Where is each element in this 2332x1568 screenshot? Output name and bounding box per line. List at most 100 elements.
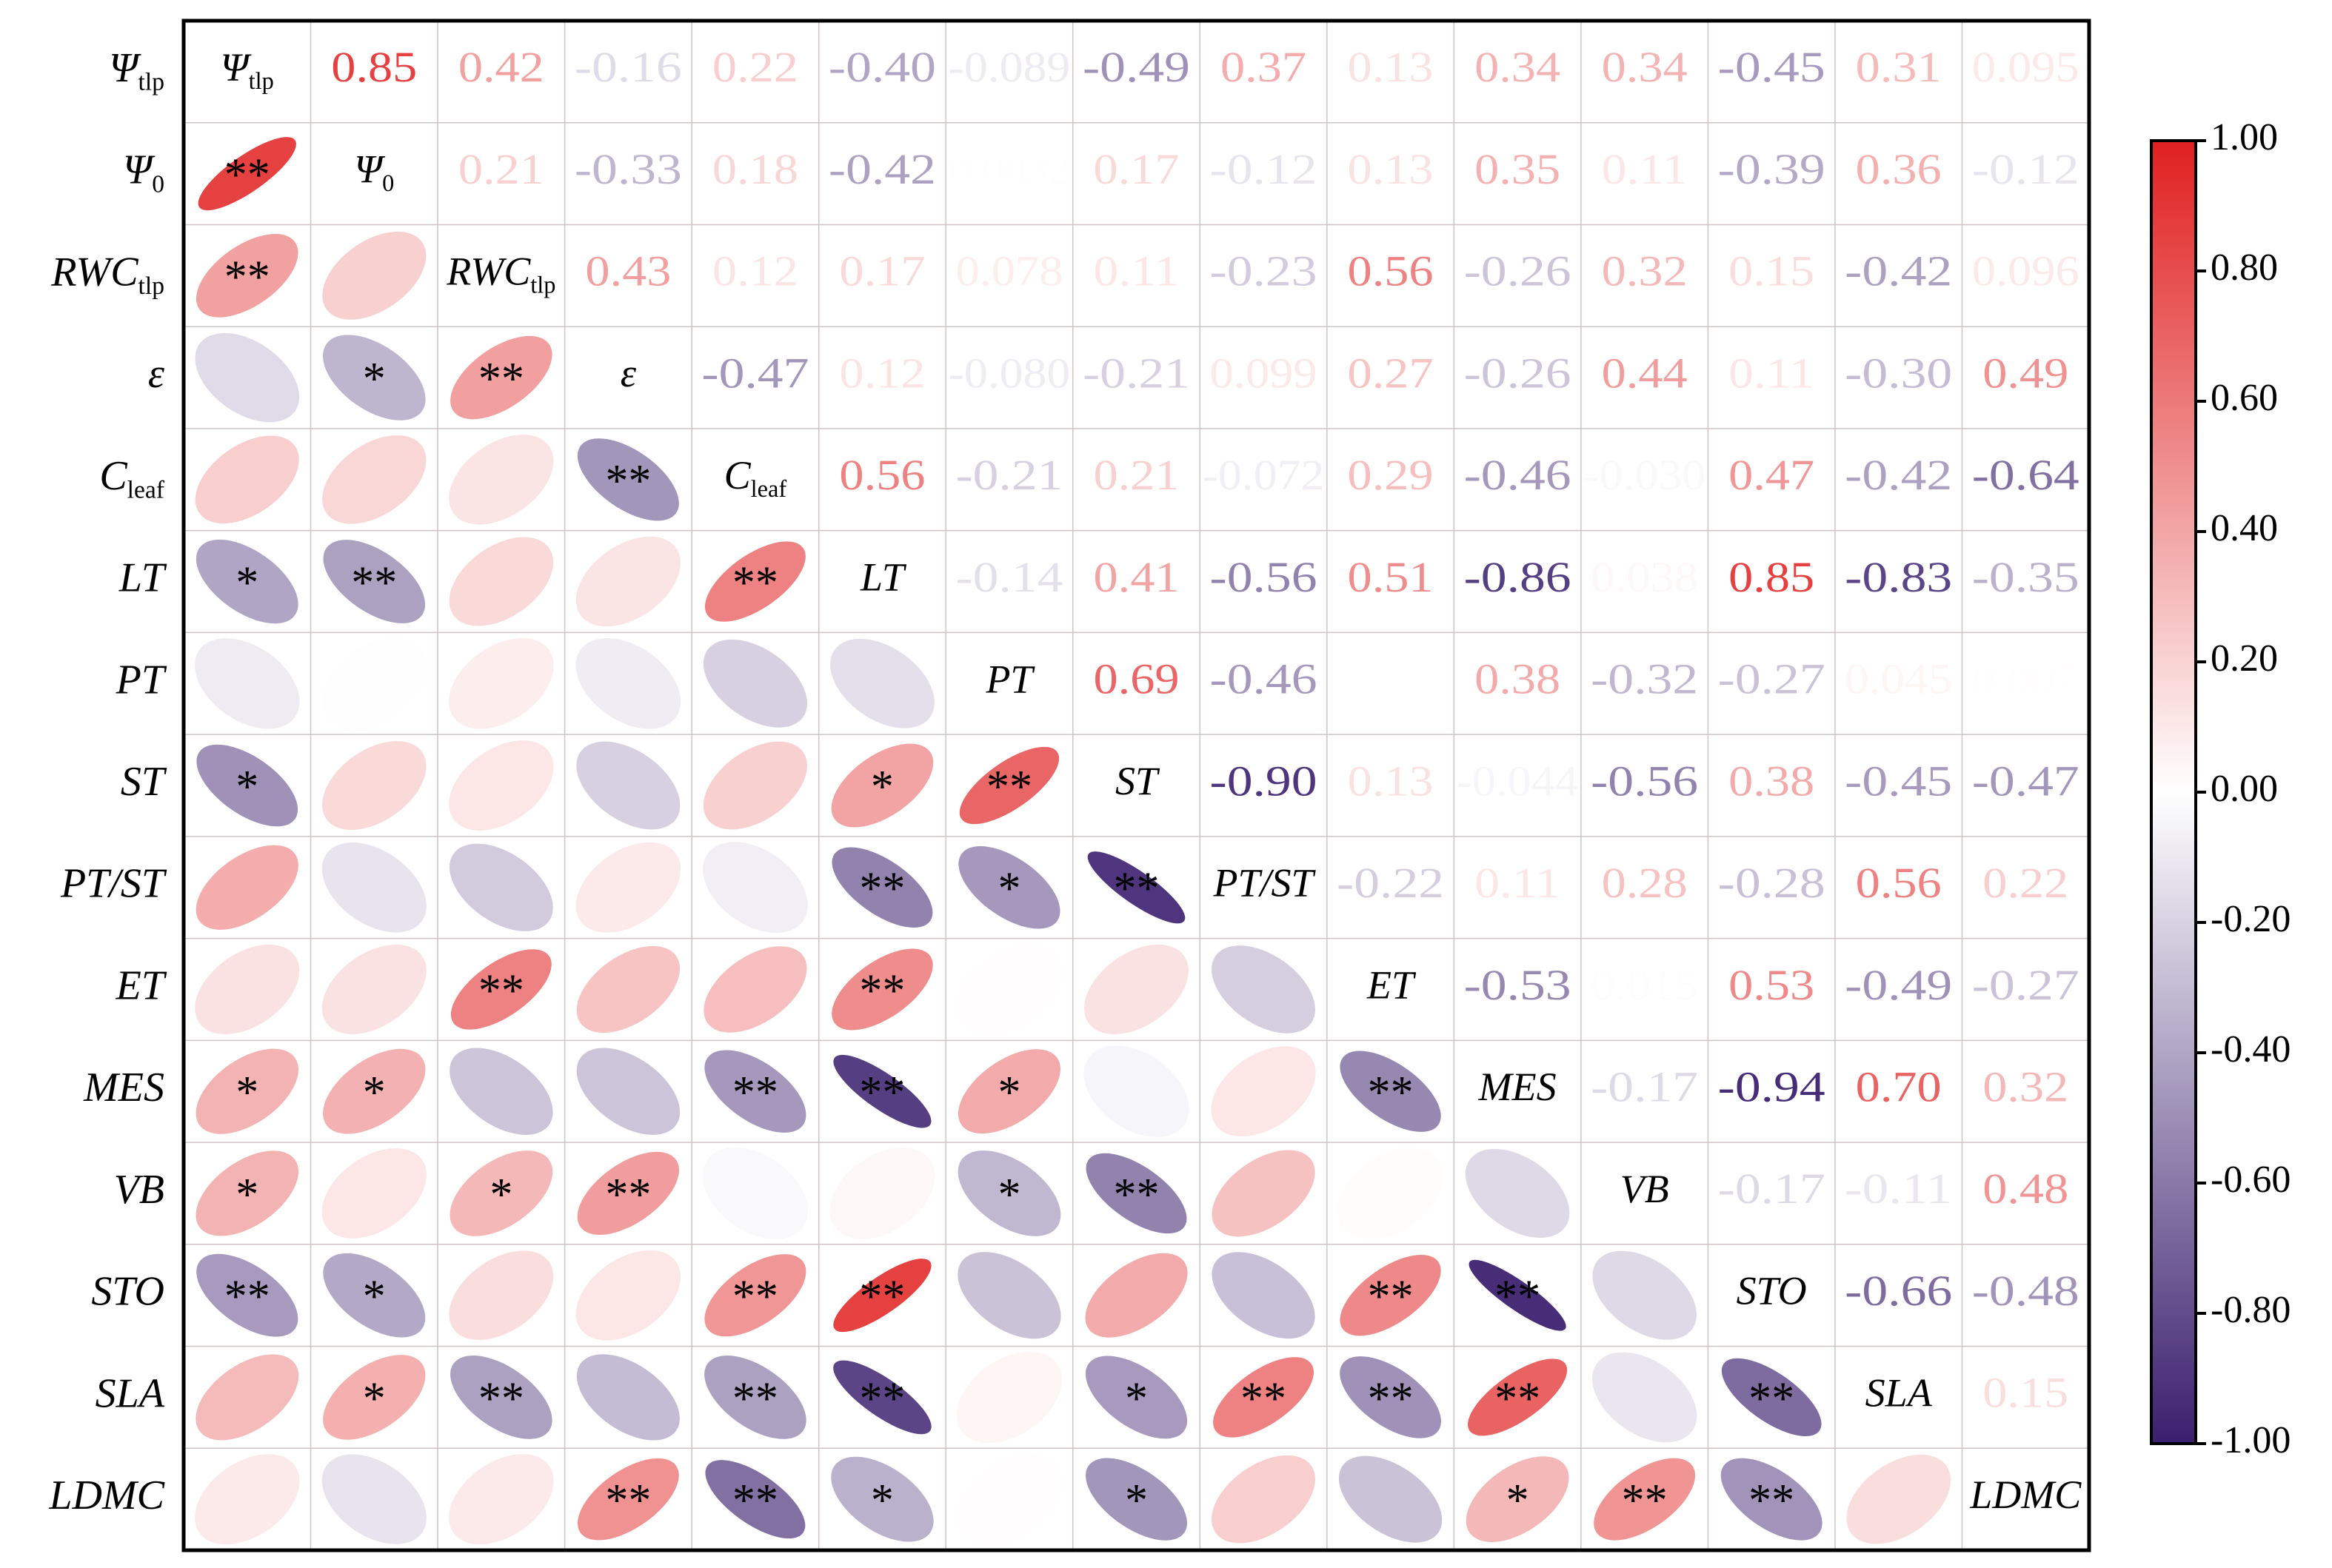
correlation-value: 0.078 (955, 247, 1063, 295)
correlation-value: -0.23 (1210, 247, 1317, 295)
correlation-ellipse (829, 1147, 935, 1239)
correlation-ellipse (832, 847, 933, 928)
correlation-value: -0.64 (1972, 451, 2079, 499)
correlation-value: 0.099 (1210, 349, 1317, 397)
significance-marker: ** (859, 1068, 905, 1118)
significance-marker: * (1125, 1373, 1148, 1424)
row-label-cleaf: Cleaf (99, 453, 164, 504)
correlation-ellipse (1083, 1045, 1189, 1137)
correlation-value: -0.072 (1203, 451, 1325, 499)
diagonal-label-pt-st: PT/ST (1213, 861, 1317, 905)
diagonal-label-mes-base: MES (1478, 1065, 1557, 1110)
correlation-ellipse (959, 746, 1060, 825)
correlation-ellipse (1212, 1455, 1316, 1544)
diagonal-label-0-base: Ψ (354, 147, 386, 192)
significance-marker: ** (732, 1068, 778, 1118)
correlation-value: 0.11 (1602, 145, 1688, 193)
correlation-value: -0.080 (949, 349, 1071, 397)
row-label-mes-base: MES (83, 1065, 164, 1110)
row-label-vb-base: VB (114, 1167, 164, 1213)
colorbar-gradient (2150, 139, 2197, 1445)
row-label-rwctlp-sub: tlp (138, 272, 164, 300)
significance-marker: ** (224, 1272, 270, 1322)
significance-marker: ** (1748, 1475, 1794, 1526)
correlation-value: 0.15 (1982, 1369, 2068, 1417)
correlation-ellipse (195, 638, 300, 729)
correlation-value: 0.17 (839, 247, 925, 295)
diagonal-label-var: ε (621, 351, 637, 395)
correlation-value: 0.35 (1474, 145, 1560, 193)
correlation-value: -0.53 (1464, 961, 1571, 1009)
correlation-ellipse (956, 1453, 1063, 1546)
significance-marker: ** (224, 252, 270, 302)
correlation-value: 0.11 (1474, 859, 1560, 907)
correlation-ellipse (196, 845, 298, 930)
correlation-ellipse (575, 1250, 681, 1341)
row-label-sto-base: STO (91, 1269, 164, 1315)
correlation-value: 0.56 (1348, 247, 1434, 295)
correlation-ellipse (1085, 1253, 1188, 1338)
significance-marker: ** (859, 1373, 905, 1424)
correlation-ellipse (578, 1458, 679, 1541)
correlation-ellipse (705, 1460, 806, 1539)
correlation-ellipse (1720, 1458, 1822, 1541)
correlation-ellipse (831, 743, 934, 828)
diagonal-label-rwctlp: RWCtlp (446, 249, 555, 299)
correlation-value: 0.095 (1972, 43, 2079, 91)
matrix-border (181, 19, 2091, 1552)
correlation-ellipse (195, 435, 299, 524)
significance-marker: ** (1368, 1068, 1414, 1118)
correlation-ellipse (1337, 1147, 1443, 1240)
correlation-value: 0.56 (1856, 859, 1942, 907)
correlation-ellipse (450, 1356, 552, 1439)
colorbar-tick-label: -0.20 (2211, 898, 2291, 940)
correlation-ellipse (576, 945, 681, 1033)
diagonal-label-ldmc: LDMC (1969, 1473, 2082, 1518)
significance-marker: ** (859, 965, 905, 1016)
correlation-value: -0.42 (829, 145, 936, 193)
row-label-cleaf-sub: leaf (127, 476, 165, 503)
row-label-mes: MES (83, 1065, 164, 1110)
significance-marker: * (363, 1272, 386, 1322)
significance-marker: * (235, 1170, 258, 1220)
significance-marker: ** (478, 354, 524, 404)
correlation-value: -0.46 (1464, 451, 1571, 499)
diagonal-label-lt-base: LT (860, 555, 907, 600)
correlation-ellipse (195, 944, 300, 1035)
row-label-et-base: ET (116, 962, 167, 1008)
correlation-value: -0.044 (1457, 757, 1579, 805)
correlation-ellipse (322, 741, 427, 830)
correlation-value: 0.31 (1856, 43, 1942, 91)
correlation-ellipse (196, 233, 298, 318)
correlation-value: -0.49 (1083, 43, 1190, 91)
correlation-value: 0.0032 (949, 145, 1071, 193)
diagonal-label-vb: VB (1620, 1167, 1669, 1211)
correlation-value: 0.48 (1982, 1165, 2068, 1213)
correlation-value: 0.41 (1094, 553, 1180, 601)
correlation-ellipse (1592, 1352, 1697, 1443)
diagonal-label-rwctlp-sub: tlp (530, 272, 555, 299)
row-label-vb: VB (114, 1167, 164, 1213)
significance-marker: ** (1368, 1373, 1414, 1424)
correlation-ellipse (196, 1354, 299, 1441)
correlation-ellipse (1340, 1356, 1441, 1438)
row-label-pt-st: PT/ST (60, 861, 167, 907)
correlation-ellipse (704, 946, 807, 1033)
correlation-value: -0.11 (1845, 1165, 1952, 1213)
significance-marker: ** (1240, 1373, 1286, 1424)
correlation-value: -0.32 (1591, 655, 1698, 703)
correlation-value: 0.49 (1982, 349, 2068, 397)
diagonal-label-cleaf: Cleaf (724, 453, 787, 503)
diagonal-label-pt-st-base: PT/ST (1213, 861, 1317, 905)
diagonal-label-st: ST (1115, 759, 1160, 803)
significance-marker: * (363, 1068, 386, 1118)
significance-marker: * (363, 354, 386, 404)
row-label-0-sub: 0 (152, 170, 164, 198)
correlation-value: 0.51 (1348, 553, 1434, 601)
correlation-ellipse (1594, 1458, 1696, 1541)
correlation-value: 0.69 (1094, 655, 1180, 703)
correlation-ellipse (1085, 1356, 1188, 1439)
correlation-value: 0.29 (1348, 451, 1434, 499)
correlation-ellipse (196, 1150, 299, 1236)
correlation-value: -0.42 (1845, 247, 1952, 295)
